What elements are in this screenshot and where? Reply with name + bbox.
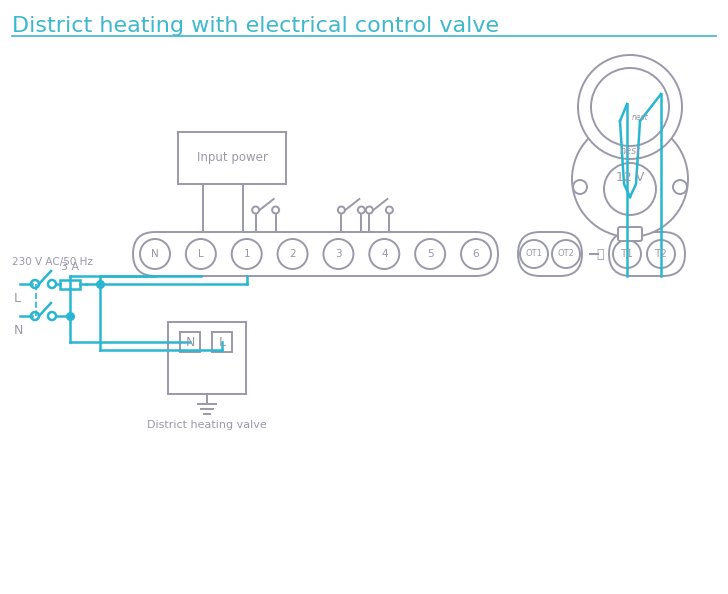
Text: L: L (198, 249, 204, 259)
Circle shape (31, 280, 39, 288)
FancyBboxPatch shape (618, 227, 642, 241)
Text: District heating with electrical control valve: District heating with electrical control… (12, 16, 499, 36)
Text: N: N (14, 324, 23, 336)
Circle shape (461, 239, 491, 269)
Text: 12 V: 12 V (616, 171, 644, 184)
Circle shape (573, 180, 587, 194)
Circle shape (358, 207, 365, 213)
FancyBboxPatch shape (168, 322, 246, 394)
Circle shape (552, 240, 580, 268)
FancyBboxPatch shape (518, 232, 582, 276)
Circle shape (48, 312, 56, 320)
Circle shape (613, 240, 641, 268)
Circle shape (673, 180, 687, 194)
Circle shape (323, 239, 353, 269)
Text: 230 V AC/50 Hz: 230 V AC/50 Hz (12, 257, 93, 267)
Text: 6: 6 (472, 249, 479, 259)
Text: Input power: Input power (197, 151, 267, 165)
Circle shape (591, 68, 669, 146)
Bar (212, 332, 232, 352)
Text: L: L (14, 292, 21, 305)
Text: T2: T2 (654, 249, 668, 259)
Text: ⏚: ⏚ (596, 248, 604, 261)
Circle shape (578, 55, 682, 159)
Text: 2: 2 (289, 249, 296, 259)
FancyBboxPatch shape (133, 232, 498, 276)
Text: 4: 4 (381, 249, 387, 259)
Text: T1: T1 (620, 249, 633, 259)
Circle shape (140, 239, 170, 269)
Text: 3: 3 (335, 249, 341, 259)
Text: 5: 5 (427, 249, 433, 259)
Text: N: N (151, 249, 159, 259)
Circle shape (31, 312, 39, 320)
Text: 1: 1 (243, 249, 250, 259)
Circle shape (415, 239, 445, 269)
Circle shape (272, 207, 279, 213)
Circle shape (232, 239, 261, 269)
Circle shape (252, 207, 259, 213)
Text: L: L (218, 336, 226, 349)
Bar (60, 280, 80, 289)
Circle shape (369, 239, 399, 269)
Text: OT1: OT1 (526, 249, 542, 258)
Bar (180, 332, 200, 352)
Circle shape (186, 239, 216, 269)
Circle shape (338, 207, 345, 213)
Text: N: N (186, 336, 194, 349)
Circle shape (366, 207, 373, 213)
FancyBboxPatch shape (178, 132, 286, 184)
Circle shape (572, 121, 688, 237)
Text: OT2: OT2 (558, 249, 574, 258)
Circle shape (647, 240, 675, 268)
Circle shape (48, 280, 56, 288)
FancyBboxPatch shape (609, 232, 685, 276)
Circle shape (277, 239, 307, 269)
Text: nest: nest (632, 112, 649, 122)
Text: 3 A: 3 A (61, 262, 79, 272)
Circle shape (520, 240, 548, 268)
Text: District heating valve: District heating valve (147, 420, 267, 430)
Circle shape (604, 163, 656, 215)
Text: nest: nest (620, 146, 641, 156)
Circle shape (386, 207, 393, 213)
